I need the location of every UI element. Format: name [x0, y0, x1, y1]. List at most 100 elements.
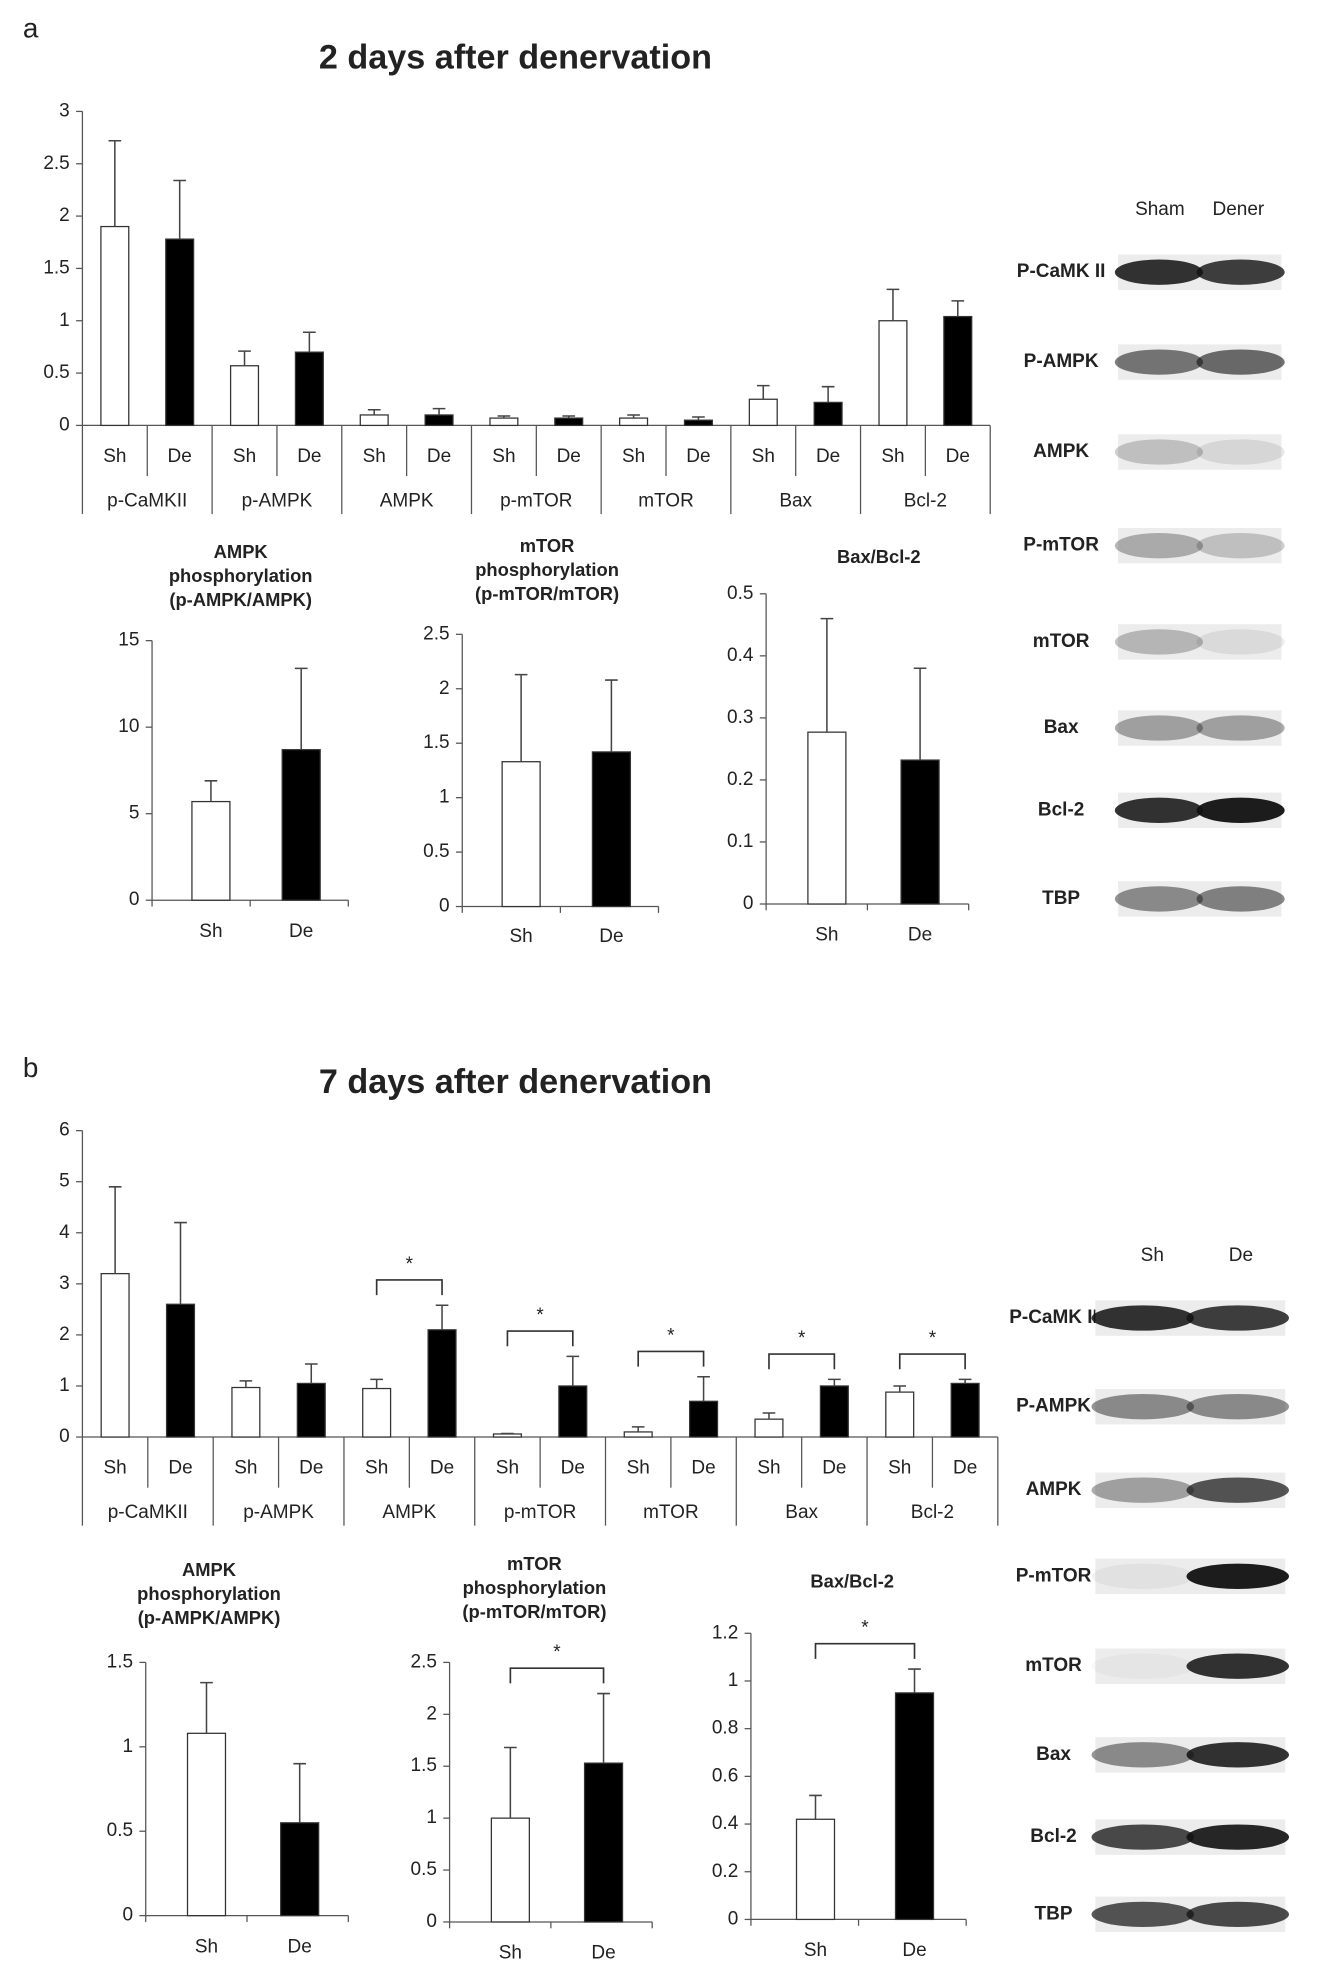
error-bar — [697, 1376, 710, 1402]
bar — [489, 417, 519, 427]
y-tick-label: 0 — [129, 889, 140, 910]
blot-band — [1186, 1305, 1290, 1331]
y-tick-label: 0.1 — [727, 831, 753, 852]
blot-band — [1114, 533, 1204, 559]
bar — [748, 398, 778, 427]
group-label: p-mTOR — [500, 490, 572, 511]
blot-band — [1196, 533, 1285, 559]
y-tick-label: 0.5 — [411, 1859, 437, 1880]
x-tick-label: De — [599, 926, 623, 947]
y-tick-label: 2 — [426, 1703, 437, 1724]
y-tick-label: 0.5 — [727, 583, 753, 604]
bar — [900, 759, 940, 905]
sub-label: Sh — [496, 1458, 519, 1479]
blot-band — [1196, 439, 1285, 465]
blot-band — [1091, 1563, 1195, 1589]
blot-background — [1095, 1388, 1286, 1425]
sub-label: De — [297, 446, 321, 467]
y-tick-label: 0.5 — [107, 1820, 133, 1841]
bar — [689, 1400, 719, 1438]
error-bar — [627, 414, 640, 419]
bar — [554, 417, 584, 427]
blot-label: P-mTOR — [1023, 535, 1099, 556]
sub-label: De — [427, 446, 451, 467]
group-label: Bcl-2 — [911, 1502, 954, 1523]
blot-label: AMPK — [1033, 441, 1089, 462]
error-bar — [293, 1762, 307, 1823]
y-tick-label: 1 — [728, 1670, 739, 1691]
x-tick-label: Sh — [815, 925, 838, 946]
chart-title: (p-mTOR/mTOR) — [475, 583, 619, 604]
blot-label: TBP — [1042, 888, 1080, 909]
bar — [583, 1762, 624, 1923]
error-bar — [294, 667, 308, 750]
chart-title: mTOR — [520, 535, 575, 556]
error-bar — [828, 1378, 841, 1386]
bar — [885, 1391, 915, 1438]
blot-band — [1114, 886, 1204, 912]
bar — [362, 1387, 392, 1438]
group-label: p-AMPK — [242, 490, 313, 511]
error-bar — [239, 1380, 253, 1388]
chart-title: Bax/Bcl-2 — [837, 546, 921, 567]
blot-column: De — [1229, 1245, 1253, 1266]
sub-label: Sh — [233, 446, 256, 467]
y-tick-label: 3 — [59, 100, 70, 121]
chart-title: Bax/Bcl-2 — [810, 1570, 894, 1591]
bar — [359, 414, 389, 427]
bar — [950, 1382, 980, 1438]
group-label: p-CaMKII — [107, 490, 187, 511]
bar — [100, 225, 130, 427]
y-tick-label: 4 — [59, 1222, 70, 1243]
y-tick-label: 0 — [728, 1908, 739, 1929]
blot-label: TBP — [1035, 1903, 1073, 1924]
chart-title: (p-AMPK/AMPK) — [138, 1607, 281, 1628]
sub-label: Sh — [888, 1458, 911, 1479]
significance-label: * — [536, 1305, 544, 1326]
blot-background — [1118, 434, 1282, 470]
blot-band — [1114, 715, 1204, 741]
y-tick-label: 1 — [59, 1375, 70, 1396]
error-bar — [108, 139, 122, 227]
error-bar — [756, 384, 770, 400]
blot-label: Bax — [1044, 717, 1079, 738]
error-bar — [597, 1692, 610, 1764]
y-tick-label: 1 — [59, 310, 70, 331]
y-tick-label: 1.5 — [107, 1651, 133, 1672]
blot-label: P-AMPK — [1024, 351, 1099, 372]
blot-band — [1114, 349, 1204, 375]
blot-band — [1186, 1742, 1290, 1768]
error-bar — [692, 416, 705, 421]
bar — [490, 1817, 530, 1923]
blot-band — [1196, 715, 1285, 741]
error-bar — [821, 385, 835, 403]
chart-title: AMPK — [182, 1559, 237, 1580]
sub-label: De — [691, 1458, 715, 1479]
y-tick-label: 0 — [439, 896, 450, 917]
chart-title: mTOR — [507, 1553, 562, 1574]
error-bar — [908, 1668, 921, 1693]
error-bar — [304, 1363, 318, 1384]
error-bar — [432, 407, 446, 415]
bar — [878, 320, 908, 427]
y-tick-label: 0 — [123, 1905, 134, 1926]
bar — [165, 1303, 196, 1438]
group-label: Bax — [779, 490, 812, 511]
error-bar — [566, 1355, 580, 1386]
significance-label: * — [929, 1328, 937, 1349]
group-label: p-mTOR — [504, 1502, 576, 1523]
y-tick-label: 1 — [439, 787, 450, 808]
sub-label: Sh — [363, 446, 386, 467]
error-bar — [501, 1432, 514, 1435]
error-bar — [504, 1746, 517, 1819]
error-bar — [958, 1378, 972, 1384]
error-bar — [951, 300, 965, 317]
error-bar — [809, 1794, 822, 1820]
sub-label: De — [168, 1458, 192, 1479]
bar — [623, 1431, 653, 1438]
sub-label: Sh — [234, 1458, 257, 1479]
bar — [229, 365, 260, 427]
y-tick-label: 1 — [123, 1736, 134, 1757]
sub-label: Sh — [881, 446, 904, 467]
bar — [424, 414, 454, 427]
